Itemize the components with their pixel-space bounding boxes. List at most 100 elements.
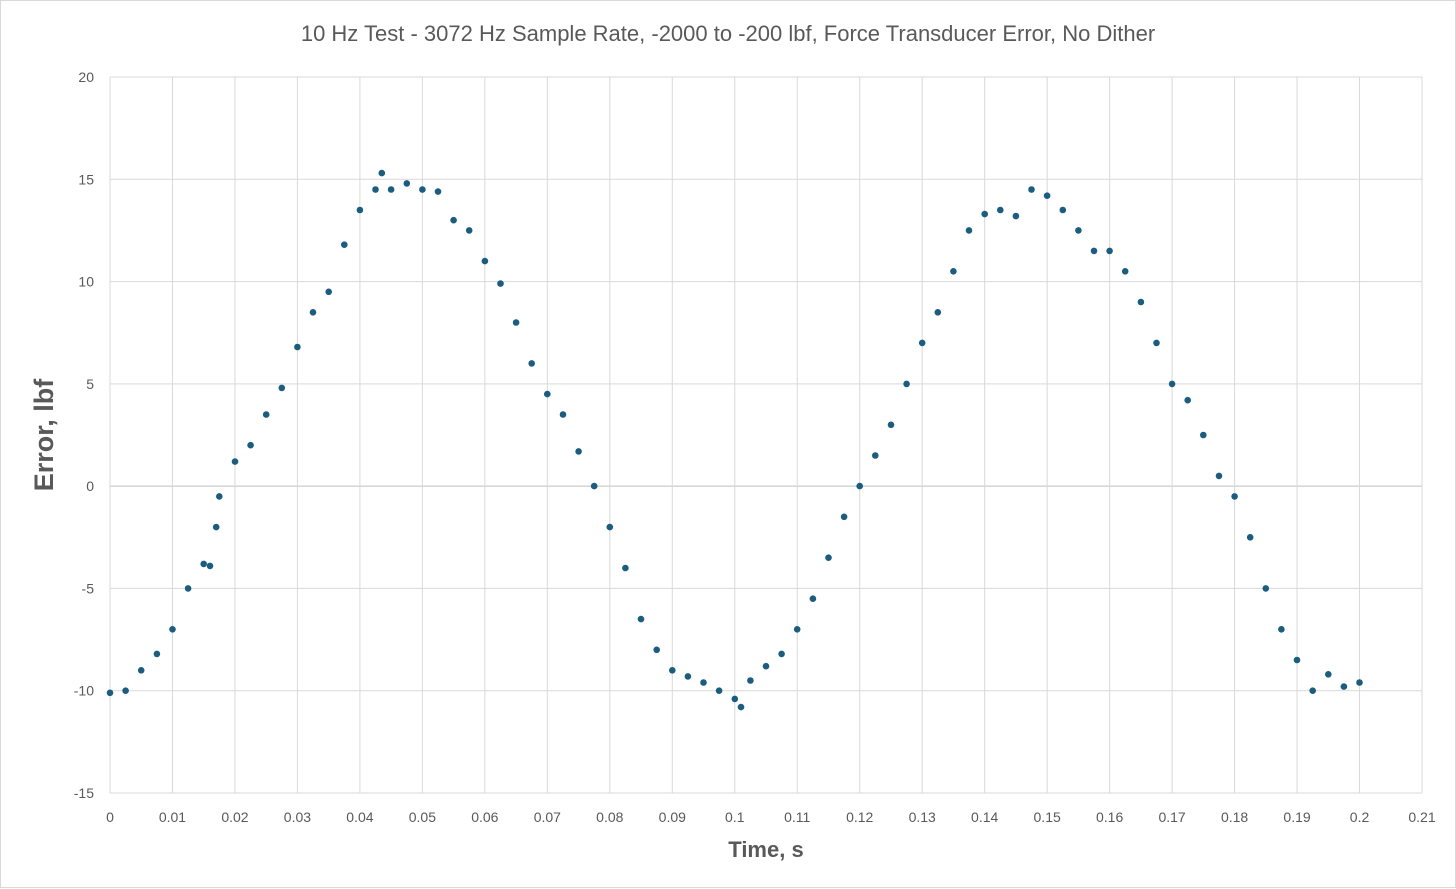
data-point (825, 554, 832, 561)
data-point (590, 482, 598, 490)
data-point (1340, 683, 1348, 690)
data-point (950, 268, 957, 275)
x-tick-label: 0.15 (1034, 809, 1061, 825)
data-point (1278, 626, 1285, 633)
data-point (887, 421, 895, 429)
x-tick-label: 0.1 (725, 809, 745, 825)
data-point (997, 206, 1004, 214)
data-point (1215, 472, 1223, 480)
data-point (1309, 687, 1316, 694)
data-point (341, 241, 348, 248)
data-point (200, 560, 207, 568)
data-point (1231, 493, 1238, 500)
x-tick-label: 0.17 (1158, 809, 1185, 825)
x-tick-label: 0.08 (596, 809, 623, 825)
data-point (231, 458, 239, 465)
x-tick-label: 0.13 (909, 809, 936, 825)
data-point (559, 411, 567, 418)
data-point (356, 206, 364, 214)
x-tick-label: 0.14 (971, 809, 998, 825)
data-point (1246, 534, 1254, 541)
y-tick-label: -15 (74, 785, 94, 801)
data-point (465, 227, 473, 234)
data-point (278, 384, 286, 392)
data-point (403, 180, 411, 187)
data-point (1325, 671, 1332, 678)
y-tick-label: -5 (82, 580, 95, 596)
x-tick-label: 0 (106, 809, 114, 825)
x-tick-label: 0.04 (346, 809, 373, 825)
data-point (378, 169, 386, 177)
data-point (481, 257, 489, 265)
x-tick-label: 0.2 (1350, 809, 1370, 825)
x-tick-labels: 0 0.01 0.02 0.03 0.04 0.05 0.06 0.07 0.08 0.09 0.1… (106, 809, 1436, 825)
data-point (1184, 396, 1191, 404)
data-point (262, 411, 270, 418)
data-point (684, 673, 692, 680)
data-points (106, 169, 1363, 711)
data-point (450, 216, 457, 224)
data-point (122, 687, 129, 694)
data-point (918, 339, 926, 347)
data-point (1121, 268, 1129, 275)
data-point (528, 360, 535, 367)
x-tick-label: 0.02 (221, 809, 248, 825)
data-point (715, 687, 723, 694)
x-tick-label: 0.05 (409, 809, 436, 825)
data-point (1153, 339, 1160, 347)
data-point (1075, 227, 1082, 234)
chart-title: 10 Hz Test - 3072 Hz Sample Rate, -2000 … (301, 21, 1155, 46)
y-tick-label: 0 (86, 478, 94, 494)
y-tick-label: 10 (78, 274, 94, 290)
data-point (106, 689, 114, 697)
data-point (737, 703, 745, 711)
data-point (809, 595, 817, 602)
data-point (1168, 380, 1176, 388)
data-point (1059, 206, 1067, 214)
data-point (872, 452, 879, 459)
data-point (434, 188, 442, 195)
data-point (700, 679, 707, 686)
y-axis-title: Error, lbf (29, 378, 59, 492)
x-axis-title: Time, s (728, 837, 803, 862)
data-point (372, 186, 379, 193)
data-point (512, 319, 520, 326)
x-tick-label: 0.21 (1408, 809, 1435, 825)
x-tick-label: 0.07 (534, 809, 561, 825)
data-point (1356, 679, 1363, 686)
data-point (575, 448, 582, 455)
data-point (1262, 585, 1270, 592)
data-point (206, 562, 214, 570)
data-point (856, 482, 863, 490)
data-point (1106, 247, 1113, 255)
data-point (309, 309, 317, 316)
data-point (903, 380, 910, 388)
data-point (622, 564, 629, 572)
data-point (778, 650, 785, 658)
data-point (840, 513, 848, 521)
y-tick-labels: 20 15 10 5 0 -5 -10 -15 (74, 69, 94, 801)
gridlines (109, 76, 1423, 794)
data-point (762, 662, 770, 670)
x-tick-label: 0.16 (1096, 809, 1123, 825)
data-point (216, 493, 223, 500)
x-tick-label: 0.09 (659, 809, 686, 825)
data-point (606, 523, 614, 531)
data-point (247, 441, 254, 449)
data-point (637, 615, 645, 623)
data-point (137, 667, 145, 674)
data-point (497, 280, 504, 287)
data-point (747, 677, 754, 684)
data-point (793, 626, 801, 633)
data-point (1012, 212, 1020, 220)
y-tick-label: 15 (78, 171, 94, 187)
x-tick-label: 0.03 (284, 809, 311, 825)
y-tick-label: 20 (78, 69, 94, 85)
data-point (153, 650, 161, 658)
data-point (184, 585, 192, 592)
data-point (1293, 656, 1301, 664)
data-point (325, 288, 333, 296)
x-tick-label: 0.12 (846, 809, 873, 825)
